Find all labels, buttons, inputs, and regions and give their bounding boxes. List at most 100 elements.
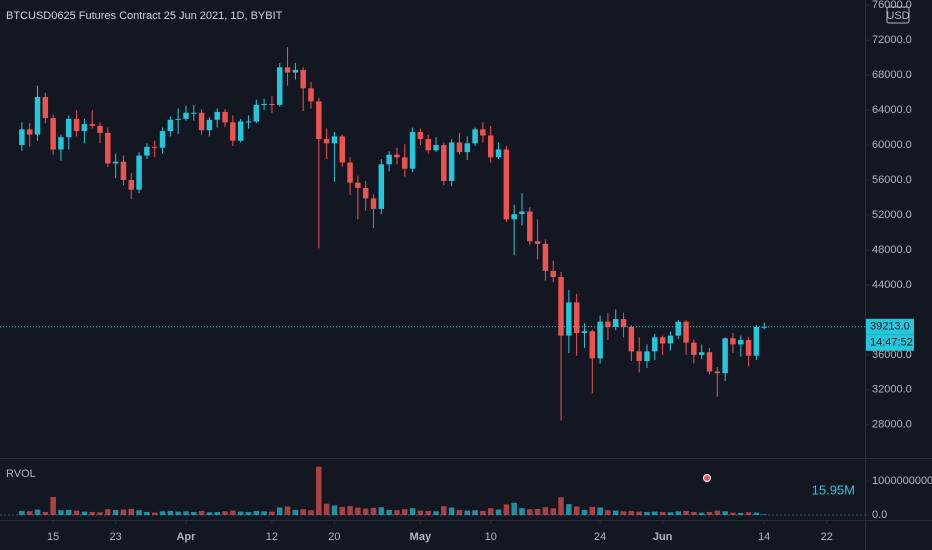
volume-bar — [151, 512, 158, 516]
candle-body — [636, 351, 642, 361]
x-tick-label: 24 — [594, 531, 606, 543]
candle-body — [206, 119, 213, 131]
y-tick-label: 72000.0 — [872, 34, 912, 46]
volume-bar — [42, 511, 49, 516]
candle-body — [659, 337, 666, 344]
indicator-marker — [703, 474, 711, 482]
candle-body — [198, 112, 205, 131]
volume-bar — [105, 509, 111, 516]
candle-body — [464, 143, 471, 153]
volume-bar — [761, 514, 767, 516]
candle-body — [550, 270, 556, 278]
x-tick-label: 10 — [485, 531, 497, 543]
y-tick-label: 52000.0 — [872, 209, 912, 221]
candle-body — [183, 112, 189, 119]
y-tick-label: 48000.0 — [872, 244, 912, 256]
volume-bar — [409, 508, 416, 516]
candle-body — [167, 119, 174, 132]
candle-body — [542, 243, 549, 271]
candle-body — [58, 137, 64, 150]
candle-body — [745, 340, 752, 356]
volume-bar — [566, 504, 572, 516]
volume-bar — [347, 506, 353, 516]
candle-body — [292, 69, 299, 73]
candle-body — [105, 132, 111, 164]
volume-bar — [652, 511, 658, 516]
volume-bar — [97, 512, 103, 516]
volume-bar — [573, 506, 580, 516]
currency[interactable]: USD — [886, 10, 909, 22]
volume-bar — [636, 511, 642, 516]
volume-bar — [58, 510, 64, 516]
volume-bar — [386, 509, 392, 516]
candle-body — [402, 157, 408, 169]
candle-body — [558, 277, 564, 336]
volume-bar — [644, 511, 650, 516]
volume-bar — [456, 509, 463, 516]
volume-bar — [214, 511, 220, 516]
candle-body — [331, 136, 338, 144]
y-tick-label: 64000.0 — [872, 104, 912, 116]
volume-bar — [714, 510, 721, 516]
volume-bar — [378, 507, 385, 516]
candle-body — [26, 129, 33, 135]
candle-body — [566, 302, 572, 336]
volume-bar — [597, 507, 603, 516]
volume-bar — [362, 508, 369, 516]
candle-body — [73, 118, 80, 132]
volume-bar — [222, 511, 228, 516]
candle-body — [441, 145, 447, 181]
volume-bar — [472, 510, 478, 516]
volume-bar — [620, 511, 627, 516]
volume-bar — [753, 512, 760, 516]
candle-body — [480, 129, 486, 136]
candle-body — [112, 161, 119, 164]
candle-body — [339, 136, 345, 163]
volume-tick-label: 0.0 — [872, 509, 887, 521]
x-tick-label: 14 — [758, 531, 770, 543]
candle-body — [308, 88, 314, 102]
candle-body — [730, 338, 736, 345]
volume-bar — [480, 510, 486, 516]
candle-body — [277, 67, 283, 105]
volume-bar — [448, 507, 455, 516]
volume-bar — [159, 511, 166, 516]
candle-body — [323, 138, 330, 144]
candle-body — [50, 117, 56, 150]
candle-body — [316, 101, 322, 139]
candle-body — [573, 302, 580, 334]
volume-bar — [613, 510, 619, 516]
volume-bar — [339, 506, 345, 516]
volume-bar — [81, 511, 88, 516]
volume-bar — [698, 512, 705, 516]
volume-bar — [183, 511, 189, 516]
candle-body — [284, 67, 291, 73]
volume-last-label: 15.95M — [812, 482, 855, 497]
volume-bar — [464, 510, 471, 516]
candle-body — [503, 149, 510, 220]
candle-body — [151, 146, 158, 148]
volume-bar — [26, 511, 33, 516]
volume-bar — [237, 511, 244, 516]
volume-bar — [144, 511, 150, 516]
volume-bar — [722, 511, 728, 516]
last-price-label: 39213.0 — [870, 321, 910, 333]
candle-body — [738, 340, 744, 345]
x-tick-label: 22 — [821, 531, 833, 543]
candle-body — [495, 149, 502, 158]
volume-bar — [120, 509, 127, 516]
candle-body — [691, 342, 697, 355]
candle-body — [652, 337, 658, 352]
candle-body — [487, 135, 494, 158]
volume-bar — [745, 512, 752, 516]
candle-body — [355, 182, 361, 188]
currency-box[interactable] — [886, 6, 910, 24]
candle-body — [409, 131, 416, 169]
volume-bar — [50, 496, 56, 516]
candle-body — [472, 129, 478, 144]
volume-bar — [206, 512, 213, 516]
x-tick-label: 15 — [47, 531, 59, 543]
volume-bar — [269, 511, 275, 516]
candle-body — [394, 154, 400, 158]
countdown: 14:47:52 — [870, 337, 913, 349]
